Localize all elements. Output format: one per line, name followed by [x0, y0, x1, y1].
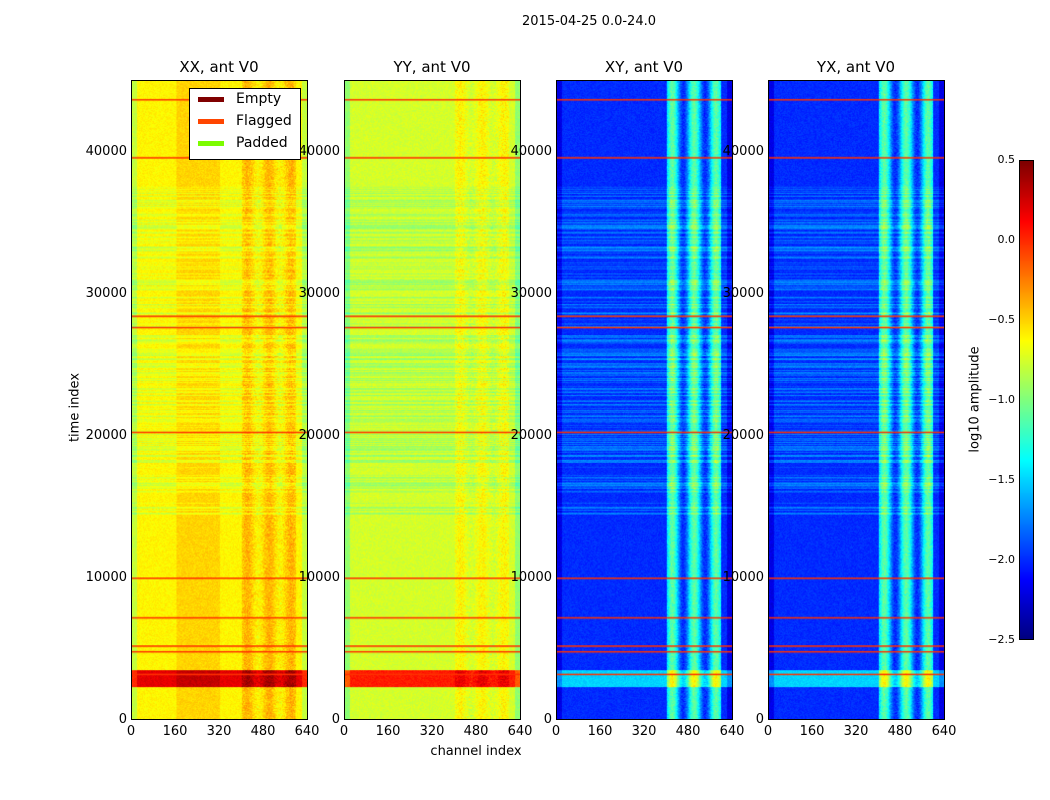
- colorbar-tick-label: 0.5: [997, 153, 1016, 166]
- y-tick-label: 40000: [298, 143, 340, 159]
- x-tick-label: 640: [719, 724, 745, 739]
- x-tick-label: 320: [631, 724, 657, 739]
- panel-title: YX, ant V0: [816, 58, 896, 76]
- y-tick-label: 30000: [510, 285, 552, 301]
- colorbar-tick-label: −1.0: [988, 393, 1015, 406]
- heatmap-panel-0: [131, 80, 308, 720]
- legend-item-flagged: Flagged: [198, 113, 292, 129]
- y-tick-label: 0: [543, 712, 552, 727]
- x-tick-label: 480: [250, 724, 276, 739]
- x-tick-label: 0: [339, 724, 349, 739]
- y-tick-label: 0: [331, 712, 340, 727]
- y-tick-label: 20000: [85, 427, 127, 443]
- x-tick-label: 480: [887, 724, 913, 739]
- heatmap-panel-2: [556, 80, 733, 720]
- y-tick-label: 10000: [298, 569, 340, 585]
- x-tick-label: 160: [375, 724, 401, 739]
- y-tick-label: 10000: [722, 569, 764, 585]
- y-tick-label: 20000: [510, 427, 552, 443]
- x-tick-label: 640: [507, 724, 533, 739]
- colorbar-tick-label: −1.5: [988, 473, 1015, 486]
- x-tick-label: 320: [206, 724, 232, 739]
- colorbar-tick-label: −2.5: [988, 633, 1015, 646]
- colorbar-tick-label: −0.5: [988, 313, 1015, 326]
- y-tick-label: 10000: [510, 569, 552, 585]
- x-tick-label: 320: [419, 724, 445, 739]
- legend-item-empty: Empty: [198, 91, 281, 107]
- x-axis-label: channel index: [430, 744, 522, 759]
- legend-label: Empty: [236, 91, 282, 107]
- y-tick-label: 20000: [298, 427, 340, 443]
- x-tick-label: 480: [463, 724, 489, 739]
- y-tick-label: 0: [755, 712, 764, 727]
- legend-swatch: [198, 140, 224, 146]
- x-tick-label: 0: [551, 724, 561, 739]
- x-tick-label: 0: [763, 724, 773, 739]
- x-tick-label: 480: [675, 724, 701, 739]
- y-tick-label: 10000: [85, 569, 127, 585]
- legend-swatch: [198, 96, 224, 102]
- x-tick-label: 160: [587, 724, 613, 739]
- colorbar-tick-label: 0.0: [997, 233, 1016, 246]
- x-tick-label: 640: [294, 724, 320, 739]
- y-tick-label: 20000: [722, 427, 764, 443]
- x-tick-label: 160: [162, 724, 188, 739]
- legend-label: Flagged: [236, 113, 292, 129]
- colorbar-tick-label: −2.0: [988, 553, 1015, 566]
- y-tick-label: 30000: [722, 285, 764, 301]
- x-tick-label: 640: [931, 724, 957, 739]
- y-tick-label: 30000: [298, 285, 340, 301]
- colorbar: [1019, 160, 1034, 640]
- legend: Empty Flagged Padded: [189, 88, 301, 160]
- y-tick-label: 40000: [510, 143, 552, 159]
- y-tick-label: 40000: [85, 143, 127, 159]
- legend-swatch: [198, 118, 224, 124]
- panel-title: YY, ant V0: [393, 58, 471, 76]
- heatmap-panel-1: [344, 80, 521, 720]
- y-tick-label: 30000: [85, 285, 127, 301]
- heatmap-panel-3: [768, 80, 945, 720]
- y-tick-label: 0: [118, 712, 127, 727]
- legend-label: Padded: [236, 135, 288, 151]
- x-tick-label: 160: [799, 724, 825, 739]
- x-tick-label: 0: [126, 724, 136, 739]
- panel-title: XX, ant V0: [179, 58, 259, 76]
- legend-item-padded: Padded: [198, 135, 288, 151]
- y-tick-label: 40000: [722, 143, 764, 159]
- x-tick-label: 320: [843, 724, 869, 739]
- panel-title: XY, ant V0: [604, 58, 684, 76]
- figure-title: 2015-04-25 0.0-24.0: [522, 14, 656, 29]
